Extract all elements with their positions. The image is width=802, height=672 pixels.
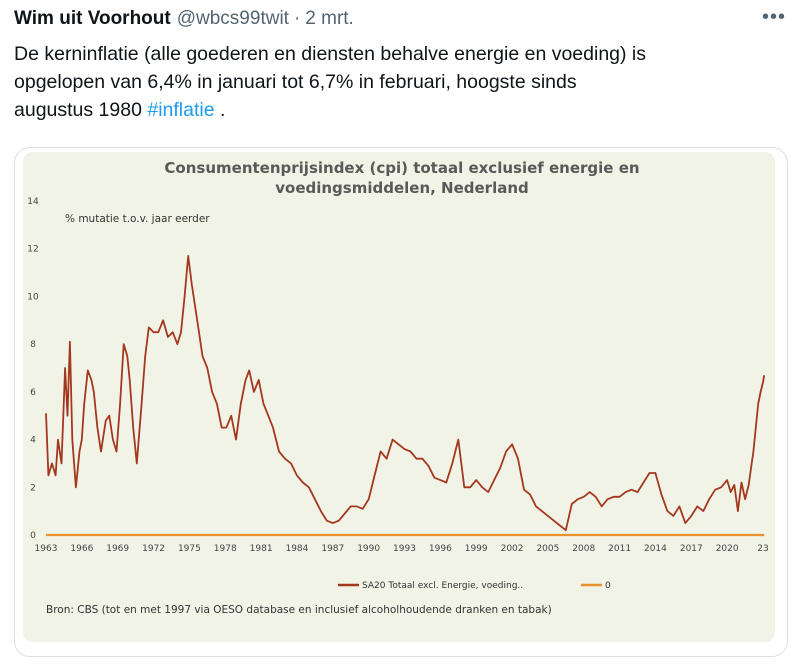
chart-title-line-2: voedingsmiddelen, Nederland: [275, 179, 529, 197]
x-tick-label: 2002: [501, 544, 524, 554]
x-tick-label: 2014: [644, 544, 667, 554]
x-tick-label: 2005: [536, 544, 559, 554]
y-axis-label: % mutatie t.o.v. jaar eerder: [65, 213, 210, 225]
x-tick-label: 1993: [393, 544, 416, 554]
x-tick-label: 23: [757, 544, 768, 554]
ellipsis-icon[interactable]: •••: [761, 6, 786, 28]
tweet-text: De kerninflatie (alle goederen en dienst…: [14, 40, 784, 124]
chart-svg: Consumentenprijsindex (cpi) totaal exclu…: [27, 159, 769, 616]
x-tick-label: 1975: [178, 544, 201, 554]
x-tick-label: 1981: [250, 544, 273, 554]
y-tick-label: 8: [30, 340, 36, 350]
x-tick-label: 1972: [142, 544, 165, 554]
tweet-text-line-2: opgelopen van 6,4% in januari tot 6,7% i…: [14, 71, 577, 93]
chart-title-line-1: Consumentenprijsindex (cpi) totaal exclu…: [164, 159, 639, 177]
x-tick-label: 2008: [572, 544, 595, 554]
media-card[interactable]: Consumentenprijsindex (cpi) totaal exclu…: [14, 147, 788, 657]
legend-label-zero: 0: [605, 581, 611, 591]
x-axis-ticks: 1963 1966 1969 1972 1975 1978 1981 1984 1987 1990…: [35, 544, 769, 554]
author-name[interactable]: Wim uit Voorhout: [14, 8, 171, 29]
y-tick-label: 6: [30, 388, 36, 398]
x-tick-label: 1990: [357, 544, 380, 554]
x-tick-label: 1999: [465, 544, 488, 554]
tweet-text-line-3: augustus 1980 #inflatie .: [14, 96, 784, 124]
series-layer: [45, 255, 766, 537]
x-tick-label: 2020: [716, 544, 739, 554]
tweet-text-suffix: .: [214, 99, 226, 121]
tweet-text-line-1: De kerninflatie (alle goederen en dienst…: [14, 43, 647, 65]
chart-source: Bron: CBS (tot en met 1997 via OESO data…: [46, 604, 552, 616]
x-tick-label: 1996: [429, 544, 452, 554]
tweet-date[interactable]: 2 mrt.: [305, 8, 354, 29]
y-tick-label: 10: [27, 292, 39, 302]
x-tick-label: 1984: [285, 544, 308, 554]
chart-background: [23, 152, 775, 642]
y-tick-label: 12: [27, 245, 38, 255]
y-tick-label: 0: [30, 531, 36, 541]
y-axis-ticks: 0 2 4 6 8 10 12 14: [27, 197, 39, 541]
tweet-text-prefix: augustus 1980: [14, 99, 148, 121]
hashtag-link[interactable]: #inflatie: [147, 99, 215, 121]
legend-label-core: SA20 Totaal excl. Energie, voeding..: [362, 581, 523, 591]
x-tick-label: 1966: [70, 544, 93, 554]
series-line-core-inflation: [45, 255, 766, 532]
x-tick-label: 1987: [321, 544, 344, 554]
tweet-header: Wim uit Voorhout @wbcs99twit · 2 mrt. ••…: [14, 6, 788, 32]
legend: SA20 Totaal excl. Energie, voeding.. 0: [338, 581, 611, 591]
separator: ·: [293, 8, 301, 29]
x-tick-label: 1969: [106, 544, 129, 554]
x-tick-label: 2011: [608, 544, 631, 554]
y-tick-label: 14: [27, 197, 39, 207]
x-tick-label: 2017: [680, 544, 703, 554]
x-tick-label: 1978: [214, 544, 237, 554]
y-tick-label: 2: [30, 483, 36, 493]
x-tick-label: 1963: [35, 544, 58, 554]
y-tick-label: 4: [30, 436, 36, 446]
author-handle[interactable]: @wbcs99twit: [176, 8, 289, 29]
